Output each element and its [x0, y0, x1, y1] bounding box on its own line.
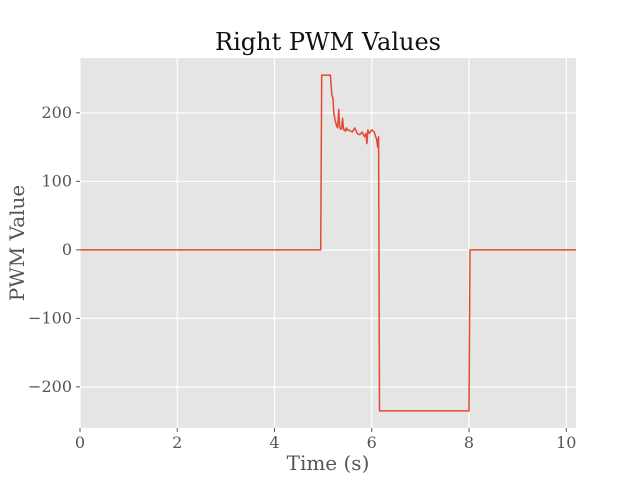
- series-line: [80, 74, 576, 412]
- chart-title: Right PWM Values: [215, 28, 441, 56]
- axis-ticks: 0 2 4 6 8 10 −200 −100 0 100 200: [28, 103, 576, 452]
- x-axis-label: Time (s): [287, 451, 370, 475]
- x-tick-label: 8: [464, 433, 474, 452]
- x-tick-label: 4: [269, 433, 279, 452]
- y-axis-label: PWM Value: [5, 185, 29, 302]
- x-tick-label: 10: [556, 433, 576, 452]
- y-tick-label: 0: [62, 240, 72, 259]
- y-tick-label: −100: [28, 308, 72, 327]
- y-tick-label: 100: [41, 171, 72, 190]
- x-tick-label: 0: [75, 433, 85, 452]
- y-tick-label: 200: [41, 103, 72, 122]
- y-tick-label: −200: [28, 377, 72, 396]
- series-layer: [80, 74, 576, 412]
- grid-lines: [79, 58, 576, 428]
- x-tick-label: 6: [367, 433, 377, 452]
- x-tick-label: 2: [172, 433, 182, 452]
- plot-background: [80, 58, 576, 428]
